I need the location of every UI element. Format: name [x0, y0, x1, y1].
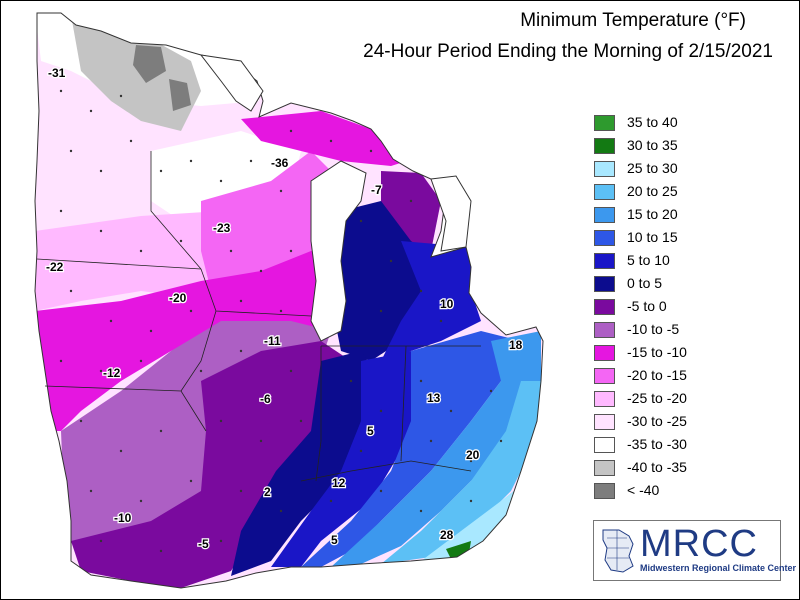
legend-row: -15 to -10 — [594, 341, 754, 364]
legend-label: 10 to 15 — [627, 229, 678, 245]
legend-swatch — [594, 437, 615, 453]
legend-swatch — [594, 138, 615, 154]
map-value: -22 — [46, 260, 64, 274]
map-subtitle: 24-Hour Period Ending the Morning of 2/1… — [363, 41, 773, 62]
logo-text: MRCC — [640, 523, 758, 565]
legend-row: 15 to 20 — [594, 203, 754, 226]
legend-label: 15 to 20 — [627, 206, 678, 222]
map-value: -31 — [48, 66, 66, 80]
legend-label: < -40 — [627, 482, 660, 498]
legend-label: -5 to 0 — [627, 298, 667, 314]
legend-row: -5 to 0 — [594, 295, 754, 318]
map-value: -5 — [198, 537, 209, 551]
legend-label: -40 to -35 — [627, 459, 687, 475]
map-value: -6 — [260, 392, 271, 406]
legend-row: < -40 — [594, 479, 754, 502]
legend-label: -25 to -20 — [627, 390, 687, 406]
map-value: -11 — [264, 334, 281, 348]
map-value: 20 — [466, 448, 480, 462]
legend-row: 20 to 25 — [594, 180, 754, 203]
map-value: 12 — [332, 476, 346, 490]
legend-row: 10 to 15 — [594, 226, 754, 249]
station-dots — [59, 89, 503, 553]
legend-swatch — [594, 483, 615, 499]
legend-row: 5 to 10 — [594, 249, 754, 272]
legend-swatch — [594, 299, 615, 315]
temperature-values: -31 -36 -23 -22 -20 -11 -12 -6 -7 10 18 … — [45, 65, 524, 553]
legend-label: -35 to -30 — [627, 436, 687, 452]
legend-row: -20 to -15 — [594, 364, 754, 387]
legend-label: 30 to 35 — [627, 137, 678, 153]
legend-swatch — [594, 345, 615, 361]
legend-label: 0 to 5 — [627, 275, 663, 291]
map-title: Minimum Temperature (°F) — [520, 10, 746, 31]
legend-swatch — [594, 253, 615, 269]
legend-label: -15 to -10 — [627, 344, 687, 360]
map-value: 18 — [509, 338, 523, 352]
map-value: 5 — [367, 424, 374, 438]
legend-swatch — [594, 207, 615, 223]
mrcc-logo: MRCC Midwestern Regional Climate Center — [593, 520, 796, 581]
legend-label: 5 to 10 — [627, 252, 670, 268]
map-value: -10 — [114, 511, 132, 525]
map-value: 2 — [264, 485, 271, 499]
legend-row: 0 to 5 — [594, 272, 754, 295]
legend-row: -35 to -30 — [594, 433, 754, 456]
legend-label: 20 to 25 — [627, 183, 678, 199]
map-value: 13 — [427, 391, 441, 405]
legend-label: -30 to -25 — [627, 413, 687, 429]
map-value: 10 — [440, 297, 454, 311]
logo-subtitle: Midwestern Regional Climate Center — [640, 563, 797, 573]
legend-swatch — [594, 184, 615, 200]
map-value: -12 — [103, 366, 121, 380]
legend-row: 25 to 30 — [594, 157, 754, 180]
map-value: 5 — [331, 533, 338, 547]
map-value: -23 — [213, 221, 231, 235]
legend-label: -20 to -15 — [627, 367, 687, 383]
legend-row: -30 to -25 — [594, 410, 754, 433]
legend-row: 35 to 40 — [594, 111, 754, 134]
legend-label: 35 to 40 — [627, 114, 678, 130]
legend-swatch — [594, 230, 615, 246]
midwest-map-icon — [602, 529, 634, 573]
legend-swatch — [594, 322, 615, 338]
legend-swatch — [594, 460, 615, 476]
map-value: -36 — [271, 156, 289, 170]
legend-swatch — [594, 276, 615, 292]
map-value: -20 — [169, 291, 187, 305]
legend: 35 to 40 30 to 35 25 to 30 20 to 25 15 to 20… — [594, 111, 754, 502]
map-value: 28 — [440, 528, 454, 542]
map-value: -7 — [371, 183, 382, 197]
legend-swatch — [594, 115, 615, 131]
legend-label: -10 to -5 — [627, 321, 680, 337]
legend-label: 25 to 30 — [627, 160, 678, 176]
legend-swatch — [594, 161, 615, 177]
legend-row: -40 to -35 — [594, 456, 754, 479]
legend-swatch — [594, 414, 615, 430]
legend-row: 30 to 35 — [594, 134, 754, 157]
legend-row: -25 to -20 — [594, 387, 754, 410]
legend-swatch — [594, 368, 615, 384]
legend-swatch — [594, 391, 615, 407]
legend-row: -10 to -5 — [594, 318, 754, 341]
